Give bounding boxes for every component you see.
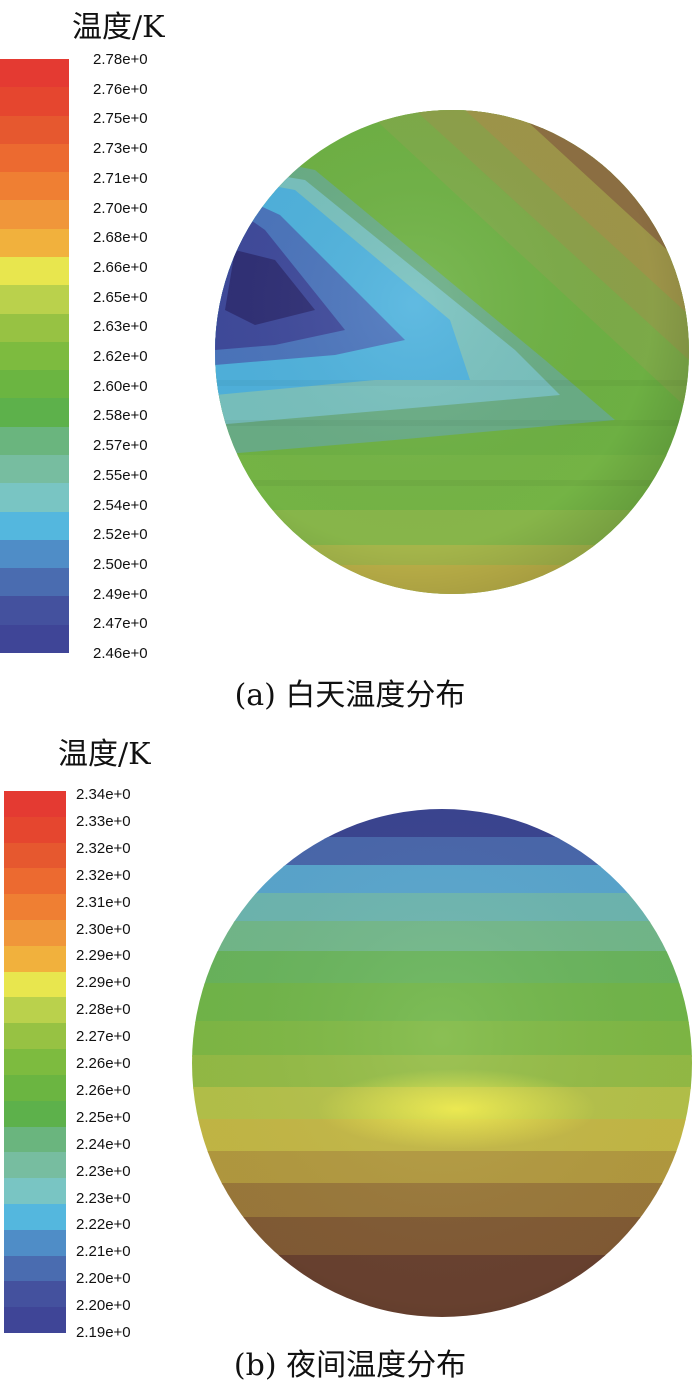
legend-tick-label: 2.19e+0 (76, 1324, 131, 1341)
legend-tick-label: 2.63e+0 (93, 318, 148, 336)
day-temperature-sphere (215, 110, 689, 594)
night-temperature-sphere (192, 809, 692, 1317)
legend-swatch (4, 868, 66, 895)
legend-tick-label: 2.21e+0 (76, 1243, 131, 1261)
legend-swatch (4, 1255, 66, 1282)
legend-swatch (4, 1049, 66, 1076)
legend-tick-label: 2.26e+0 (76, 1081, 131, 1099)
legend-tick-label: 2.20e+0 (76, 1270, 131, 1288)
legend-tick-label: 2.57e+0 (93, 437, 148, 455)
legend-tick-label: 2.28e+0 (76, 1001, 131, 1019)
legend-tick-label: 2.46e+0 (93, 645, 148, 662)
legend-tick-label: 2.58e+0 (93, 407, 148, 425)
legend-swatch (0, 426, 69, 456)
legend-tick-label: 2.70e+0 (93, 199, 148, 217)
legend-tick-label: 2.55e+0 (93, 466, 148, 484)
legend-swatch (0, 59, 69, 88)
legend-tick-label: 2.60e+0 (93, 377, 148, 395)
figure-caption: (b) 夜间温度分布 (233, 1348, 467, 1383)
legend-tick-label: 2.47e+0 (93, 615, 148, 633)
legend-swatch (0, 172, 69, 201)
legend-swatch (4, 1100, 66, 1127)
legend-title: 温度/K (58, 737, 151, 772)
legend-tick-label: 2.54e+0 (93, 496, 148, 514)
color-legend-bar (4, 791, 66, 1334)
legend-swatch (0, 596, 69, 626)
legend-tick-label: 2.34e+0 (76, 786, 131, 803)
legend-tick-label: 2.29e+0 (76, 947, 131, 965)
color-legend-bar (0, 59, 69, 654)
legend-tick-label: 2.33e+0 (76, 812, 131, 830)
legend-swatch (4, 1178, 66, 1205)
legend-swatch (0, 313, 69, 343)
legend-swatch (4, 971, 66, 998)
legend-tick-label: 2.23e+0 (76, 1189, 131, 1207)
legend-swatch (0, 483, 69, 513)
legend-title: 温度/K (72, 10, 165, 45)
legend-swatch (4, 1126, 66, 1153)
legend-swatch (4, 894, 66, 921)
legend-tick-label: 2.75e+0 (93, 110, 148, 128)
figure-caption: (a) 白天温度分布 (234, 678, 466, 713)
legend-swatch (0, 257, 69, 286)
legend-swatch (0, 200, 69, 230)
legend-tick-label: 2.71e+0 (93, 169, 148, 187)
legend-swatch (0, 568, 69, 597)
legend-swatch (4, 791, 66, 818)
legend-swatch (0, 511, 69, 541)
legend-swatch (0, 624, 69, 654)
legend-tick-label: 2.29e+0 (76, 974, 131, 992)
legend-swatch (4, 1023, 66, 1050)
legend-swatch (0, 539, 69, 569)
legend-tick-label: 2.32e+0 (76, 866, 131, 884)
legend-tick-label: 2.25e+0 (76, 1108, 131, 1126)
legend-swatch (4, 1152, 66, 1179)
legend-swatch (0, 285, 69, 315)
legend-tick-label: 2.65e+0 (93, 288, 148, 306)
legend-tick-label: 2.23e+0 (76, 1162, 131, 1180)
legend-swatch (0, 455, 69, 484)
legend-swatch (0, 341, 69, 371)
legend-swatch (4, 1074, 66, 1102)
legend-swatch (4, 1229, 66, 1257)
legend-swatch (4, 1203, 66, 1231)
legend-tick-label: 2.52e+0 (93, 526, 148, 544)
legend-swatch (4, 1307, 66, 1334)
legend-swatch (4, 816, 66, 844)
legend-swatch (4, 1281, 66, 1308)
legend-tick-label: 2.73e+0 (93, 140, 148, 158)
legend-swatch (0, 370, 69, 399)
legend-swatch (0, 115, 69, 145)
legend-tick-label: 2.26e+0 (76, 1055, 131, 1072)
legend-tick-label: 2.20e+0 (76, 1297, 131, 1315)
night-temperature-panel: 温度/K 2.34e+0 2.33e+0 2.32e+0 2.32e+0 2.31e+0… (0, 725, 700, 1397)
day-temperature-panel: 温度/K 2.78e+0 2.76e+0 2.75e+0 2.73e+0 2.71e+0… (0, 10, 689, 713)
legend-tick-label: 2.22e+0 (76, 1216, 131, 1234)
legend-tick-label: 2.78e+0 (93, 51, 148, 68)
legend-tick-label: 2.62e+0 (93, 348, 148, 365)
legend-tick-label: 2.49e+0 (93, 585, 148, 603)
legend-tick-label: 2.66e+0 (93, 258, 148, 276)
legend-tick-label: 2.27e+0 (76, 1028, 131, 1046)
legend-swatch (4, 842, 66, 869)
legend-tick-label: 2.76e+0 (93, 80, 148, 98)
legend-swatch (0, 87, 69, 117)
legend-swatch (4, 945, 66, 973)
legend-swatch (0, 143, 69, 173)
legend-tick-label: 2.31e+0 (76, 893, 131, 911)
legend-swatch (4, 920, 66, 947)
legend-tick-label: 2.24e+0 (76, 1135, 131, 1153)
legend-tick-label: 2.68e+0 (93, 229, 148, 247)
legend-swatch (4, 997, 66, 1024)
legend-swatch (0, 398, 69, 428)
legend-tick-label: 2.32e+0 (76, 839, 131, 857)
legend-tick-label: 2.30e+0 (76, 920, 131, 938)
legend-swatch (0, 228, 69, 258)
legend-tick-label: 2.50e+0 (93, 555, 148, 573)
